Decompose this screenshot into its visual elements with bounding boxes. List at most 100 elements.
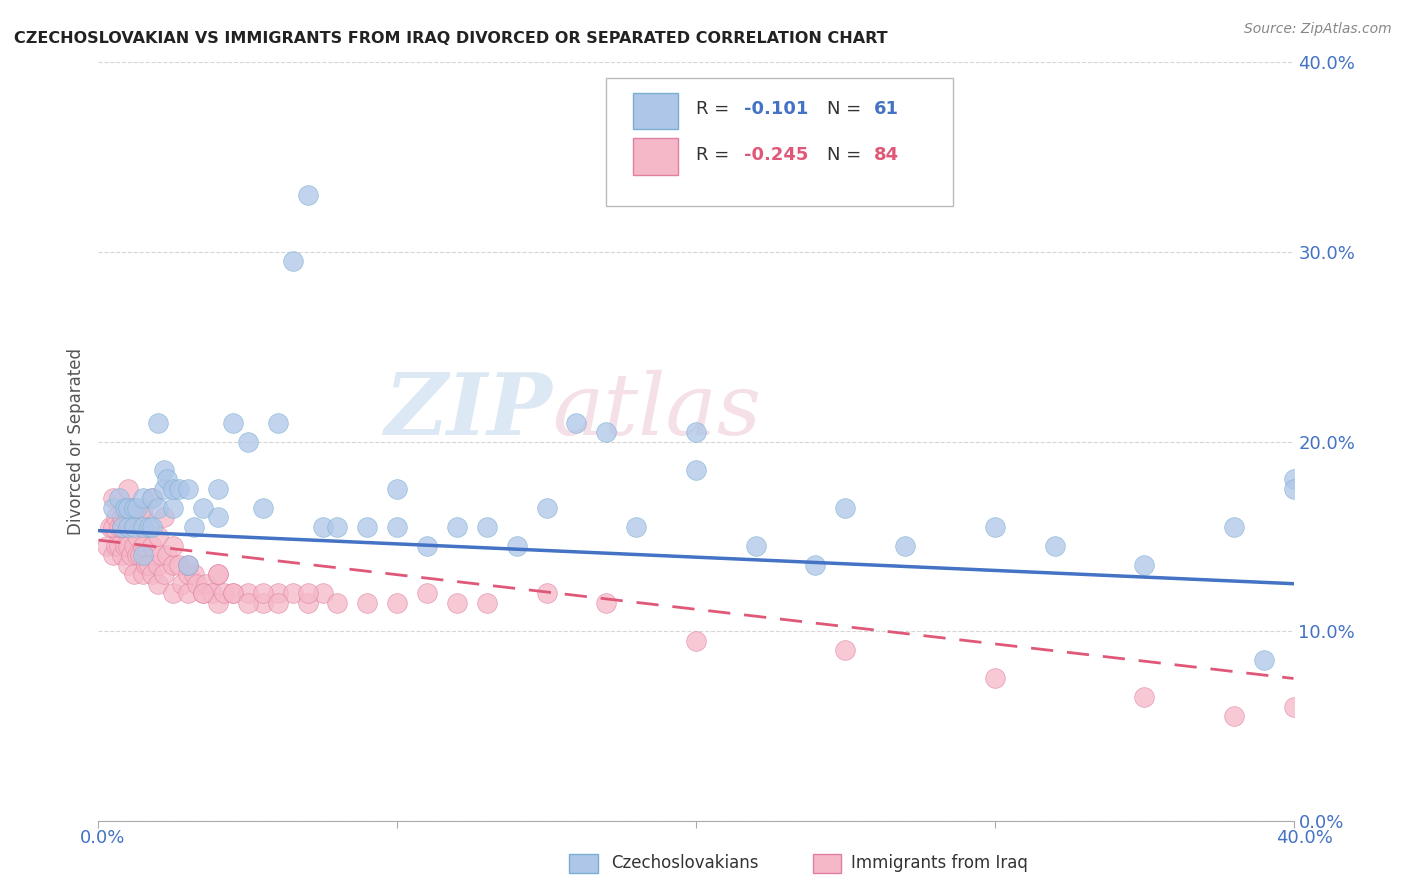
Point (162, 482, 184, 496)
Point (141, 491, 163, 506)
Point (127, 529, 149, 543)
Text: 0.0%: 0.0% (80, 829, 125, 847)
Point (132, 500, 155, 515)
Point (153, 482, 176, 496)
Point (207, 596, 229, 610)
Point (201, 586, 224, 600)
Point (127, 548, 149, 563)
Point (117, 482, 139, 496)
FancyBboxPatch shape (633, 138, 678, 175)
Point (1133, 558, 1156, 572)
Text: -0.245: -0.245 (744, 146, 808, 164)
Point (183, 567, 205, 582)
Point (120, 548, 142, 563)
Point (103, 491, 125, 506)
Point (191, 586, 214, 600)
Point (297, 596, 319, 610)
Point (162, 558, 184, 572)
Point (124, 539, 146, 553)
Point (162, 586, 184, 600)
Point (148, 529, 170, 543)
Point (1223, 520, 1246, 534)
Point (281, 254, 304, 268)
Point (153, 463, 176, 477)
Point (148, 416, 170, 430)
Point (506, 539, 529, 553)
Point (148, 500, 170, 515)
Text: R =: R = (696, 101, 730, 119)
Point (153, 567, 176, 582)
Point (356, 520, 378, 534)
Text: 84: 84 (875, 146, 900, 164)
Point (162, 539, 184, 553)
Text: -0.101: -0.101 (744, 101, 808, 119)
Point (132, 539, 155, 553)
Text: N =: N = (827, 146, 862, 164)
Point (252, 586, 274, 600)
Point (103, 548, 125, 563)
Point (124, 500, 146, 515)
Point (745, 539, 768, 553)
Point (132, 520, 155, 534)
Point (281, 586, 304, 600)
Point (536, 586, 558, 600)
Point (111, 548, 134, 563)
Point (1282, 482, 1305, 496)
Point (416, 586, 439, 600)
Point (475, 596, 498, 610)
Point (207, 510, 229, 524)
Point (326, 596, 349, 610)
Point (177, 558, 200, 572)
Point (138, 520, 160, 534)
Point (222, 416, 245, 430)
Point (984, 520, 1007, 534)
Point (297, 586, 319, 600)
Point (446, 520, 468, 534)
Point (153, 510, 176, 524)
Text: 40.0%: 40.0% (1277, 829, 1333, 847)
Point (148, 558, 170, 572)
Point (207, 567, 229, 582)
Point (297, 188, 319, 202)
Point (132, 548, 155, 563)
Point (117, 558, 139, 572)
Point (222, 586, 245, 600)
Point (141, 539, 163, 553)
FancyBboxPatch shape (606, 78, 953, 207)
Point (252, 500, 274, 515)
Point (108, 491, 131, 506)
Point (167, 482, 190, 496)
Point (685, 463, 707, 477)
Point (626, 520, 648, 534)
Point (894, 539, 917, 553)
Text: Source: ZipAtlas.com: Source: ZipAtlas.com (1244, 22, 1392, 37)
Point (162, 500, 184, 515)
Point (114, 500, 136, 515)
Point (1043, 539, 1066, 553)
Point (475, 520, 498, 534)
Point (356, 596, 378, 610)
Y-axis label: Divorced or Separated: Divorced or Separated (66, 348, 84, 535)
Text: Czechoslovakians: Czechoslovakians (612, 855, 759, 872)
Point (108, 520, 131, 534)
Point (117, 510, 139, 524)
Point (685, 425, 707, 439)
Point (1253, 652, 1275, 666)
Point (105, 539, 128, 553)
Point (111, 520, 134, 534)
Point (177, 586, 200, 600)
Point (191, 586, 214, 600)
Point (446, 596, 468, 610)
Point (385, 520, 409, 534)
Text: R =: R = (696, 146, 730, 164)
Point (236, 586, 259, 600)
Point (150, 548, 173, 563)
Text: atlas: atlas (553, 370, 762, 452)
Point (132, 491, 155, 506)
Point (124, 500, 146, 515)
Point (156, 548, 179, 563)
Point (416, 539, 439, 553)
Point (595, 425, 617, 439)
Text: 61: 61 (875, 101, 898, 119)
Point (212, 586, 235, 600)
